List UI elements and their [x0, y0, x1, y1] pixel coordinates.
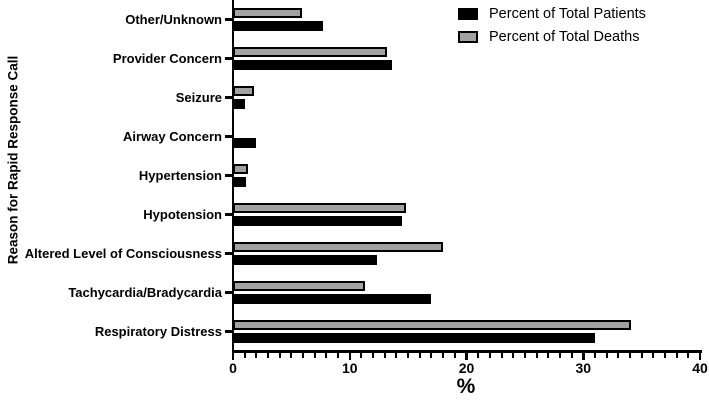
x-tick-label: 40	[692, 360, 708, 376]
x-major-tick	[348, 352, 351, 360]
x-minor-tick	[360, 352, 363, 358]
x-minor-tick	[442, 352, 445, 358]
category-tick	[224, 252, 232, 255]
x-minor-tick	[325, 352, 328, 358]
legend-item: Percent of Total Deaths	[458, 29, 646, 45]
category-tick	[224, 18, 232, 21]
category-label: Airway Concern	[123, 128, 222, 144]
bar-patients	[233, 177, 246, 187]
bar-patients	[233, 255, 377, 265]
bar-deaths	[233, 320, 632, 330]
x-minor-tick	[687, 352, 690, 358]
x-minor-tick	[430, 352, 433, 358]
x-axis-line	[231, 350, 702, 353]
bar-deaths	[233, 86, 254, 96]
x-minor-tick	[628, 352, 631, 358]
bar-deaths	[233, 281, 365, 291]
x-minor-tick	[593, 352, 596, 358]
bar-deaths	[233, 242, 444, 252]
x-minor-tick	[383, 352, 386, 358]
x-minor-tick	[243, 352, 246, 358]
category-label: Altered Level of Consciousness	[24, 245, 222, 261]
x-minor-tick	[302, 352, 305, 358]
x-tick-label: 20	[458, 360, 475, 376]
x-major-tick	[698, 352, 702, 360]
bar-patients	[233, 333, 595, 343]
x-minor-tick	[512, 352, 515, 358]
category-tick	[224, 96, 232, 99]
category-tick	[224, 213, 232, 216]
bar-patients	[233, 216, 403, 226]
x-minor-tick	[617, 352, 620, 358]
bar-patients	[233, 294, 432, 304]
x-minor-tick	[605, 352, 608, 358]
category-label: Other/Unknown	[125, 11, 222, 27]
x-minor-tick	[558, 352, 561, 358]
x-tick-label: 0	[229, 360, 237, 376]
category-label: Hypertension	[138, 167, 222, 183]
x-axis-title: %	[456, 375, 476, 398]
category-label: Tachycardia/Bradycardia	[68, 284, 222, 300]
x-major-tick	[465, 352, 468, 360]
x-minor-tick	[453, 352, 456, 358]
x-minor-tick	[418, 352, 421, 358]
category-tick	[224, 330, 232, 333]
x-minor-tick	[267, 352, 270, 358]
legend-swatch-icon	[458, 31, 478, 43]
bar-patients	[233, 138, 257, 148]
x-minor-tick	[278, 352, 281, 358]
category-label: Hypotension	[143, 206, 222, 222]
x-minor-tick	[407, 352, 410, 358]
x-minor-tick	[477, 352, 480, 358]
x-minor-tick	[535, 352, 538, 358]
category-tick	[224, 57, 232, 60]
x-minor-tick	[640, 352, 643, 358]
legend-label: Percent of Total Deaths	[489, 29, 640, 45]
legend-item: Percent of Total Patients	[458, 6, 646, 22]
x-minor-tick	[652, 352, 655, 358]
category-label: Seizure	[175, 89, 222, 105]
x-major-tick	[582, 352, 585, 360]
category-tick	[224, 291, 232, 294]
x-minor-tick	[488, 352, 491, 358]
bar-deaths	[233, 164, 249, 174]
category-label: Respiratory Distress	[94, 323, 222, 339]
category-label: Provider Concern	[112, 50, 222, 66]
x-minor-tick	[313, 352, 316, 358]
legend-swatch-icon	[458, 8, 478, 20]
bar-patients	[233, 60, 392, 70]
x-minor-tick	[663, 352, 666, 358]
x-minor-tick	[523, 352, 526, 358]
bar-deaths	[233, 8, 302, 18]
x-minor-tick	[395, 352, 398, 358]
bar-deaths	[233, 203, 406, 213]
x-major-tick	[231, 352, 235, 360]
x-minor-tick	[337, 352, 340, 358]
bar-patients	[233, 99, 245, 109]
legend-label: Percent of Total Patients	[489, 6, 646, 22]
bar-patients	[233, 21, 323, 31]
bar-deaths	[233, 47, 388, 57]
x-minor-tick	[255, 352, 258, 358]
x-minor-tick	[570, 352, 573, 358]
y-axis-title: Reason for Rapid Response Call	[5, 55, 21, 265]
legend: Percent of Total Patients Percent of Tota…	[458, 6, 646, 45]
x-minor-tick	[547, 352, 550, 358]
x-minor-tick	[290, 352, 293, 358]
x-minor-tick	[372, 352, 375, 358]
x-minor-tick	[500, 352, 503, 358]
y-axis-line	[231, 0, 234, 353]
x-tick-label: 30	[575, 360, 592, 376]
x-tick-label: 10	[341, 360, 358, 376]
category-tick	[224, 174, 232, 177]
x-minor-tick	[675, 352, 678, 358]
category-tick	[224, 135, 232, 138]
